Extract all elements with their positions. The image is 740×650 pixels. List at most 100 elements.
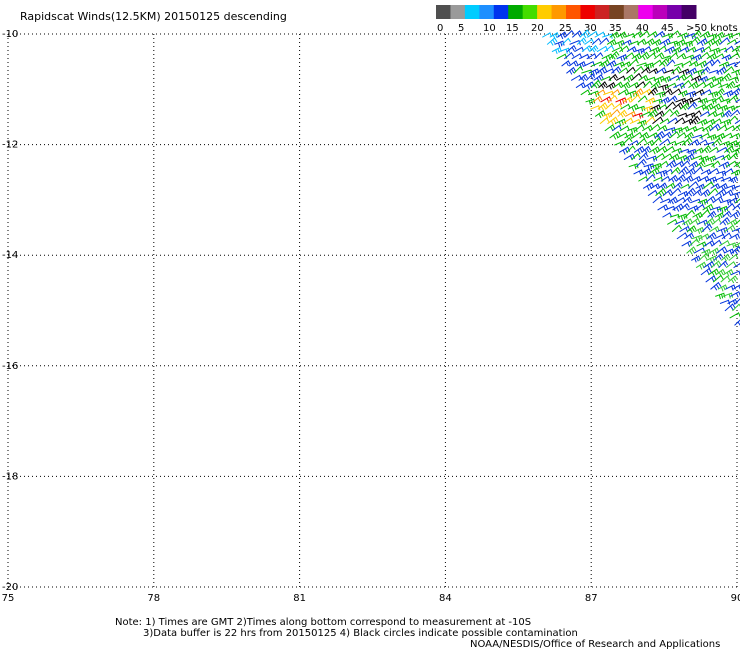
axis-labels: 75 78 81 84 87 90 -10 -12 -14 -16 -18 -20	[2, 29, 740, 604]
wind-barb	[675, 174, 686, 183]
wind-barb	[728, 253, 739, 261]
wind-barb	[729, 210, 740, 219]
wind-barb	[697, 118, 708, 127]
wind-barb	[618, 146, 631, 155]
wind-barb	[647, 189, 658, 197]
wind-barb	[734, 319, 740, 326]
wind-barb	[613, 61, 625, 68]
wind-barb	[718, 240, 731, 247]
wind-barb	[595, 89, 606, 96]
wind-barb	[638, 152, 649, 161]
wind-barb	[605, 82, 616, 90]
wind-barb	[546, 37, 558, 46]
wind-barb	[575, 82, 586, 89]
wind-barb	[651, 38, 662, 47]
wind-barb	[700, 189, 711, 197]
legend-swatch	[436, 5, 451, 19]
wind-barb	[686, 246, 697, 255]
wind-barb	[674, 39, 686, 48]
wind-barb	[706, 155, 717, 163]
wind-barb	[695, 160, 706, 168]
wind-barb	[723, 168, 734, 175]
wind-barb	[578, 73, 588, 82]
wind-barb	[727, 115, 739, 125]
wind-barb	[643, 80, 653, 89]
wind-barb	[670, 166, 681, 175]
wind-barb	[597, 102, 608, 111]
wind-barb	[694, 204, 706, 211]
legend-label: 10	[483, 23, 496, 34]
wind-barb	[665, 101, 676, 110]
wind-barb	[730, 191, 740, 199]
wind-barb	[568, 60, 579, 67]
note-line-1: Note: 1) Times are GMT 2)Times along bot…	[115, 617, 531, 628]
wind-barb	[714, 212, 725, 220]
wind-barb	[696, 60, 708, 69]
wind-barb	[667, 95, 678, 103]
wind-barb	[598, 59, 611, 68]
wind-barb	[657, 182, 668, 190]
wind-barb	[698, 252, 710, 261]
wind-barb	[659, 118, 670, 125]
legend-label: 5	[458, 23, 464, 34]
wind-barb	[734, 40, 740, 45]
wind-barb	[640, 168, 652, 176]
wind-barb	[725, 105, 736, 112]
wind-barb	[631, 131, 643, 139]
wind-barb	[686, 46, 697, 53]
map-grid	[7, 33, 738, 588]
wind-barb	[648, 146, 661, 155]
wind-barb	[684, 131, 694, 140]
wind-barb	[615, 75, 626, 81]
wind-barb	[724, 303, 736, 312]
wind-barb	[719, 299, 731, 305]
wind-barb	[689, 36, 701, 45]
wind-barb	[593, 52, 604, 60]
wind-barb	[649, 46, 661, 55]
wind-barb	[626, 46, 637, 53]
wind-barb	[664, 46, 676, 55]
wind-barb	[671, 224, 682, 233]
wind-barb	[654, 31, 665, 38]
wind-barb	[656, 67, 667, 74]
wind-barb	[596, 66, 608, 75]
wind-barb	[683, 153, 695, 162]
wind-barb	[620, 81, 631, 90]
wind-barb	[723, 248, 735, 255]
wind-barb	[725, 80, 736, 89]
y-tick-label: -16	[2, 361, 18, 372]
wind-barb	[718, 260, 729, 269]
wind-barb	[731, 45, 740, 54]
wind-barb	[725, 261, 737, 269]
wind-barb	[669, 109, 680, 117]
legend-label: 40	[636, 23, 649, 34]
wind-barb	[652, 195, 663, 204]
wind-barb	[715, 292, 726, 300]
wind-barb	[686, 225, 697, 233]
wind-barb	[654, 110, 665, 117]
wind-barb	[566, 66, 577, 75]
wind-barb	[714, 53, 725, 60]
wind-barb	[704, 38, 716, 47]
wind-barb	[600, 76, 612, 82]
wind-barb	[703, 81, 715, 89]
wind-barb	[635, 158, 647, 168]
y-tick-label: -18	[2, 471, 18, 482]
wind-barb	[719, 217, 730, 226]
legend-swatch	[623, 5, 639, 19]
wind-barb	[659, 38, 671, 47]
legend-swatch	[609, 5, 625, 19]
wind-barb	[658, 58, 670, 67]
wind-barb	[686, 67, 698, 76]
y-tick-label: -20	[2, 582, 18, 593]
wind-barb	[668, 153, 680, 162]
wind-barb	[711, 239, 722, 247]
wind-barb	[679, 202, 690, 211]
wind-barb	[723, 90, 734, 98]
wind-barb	[660, 75, 672, 83]
wind-barb	[650, 183, 661, 190]
legend-swatch	[580, 5, 596, 19]
wind-barb	[638, 74, 649, 81]
wind-barb	[698, 51, 710, 60]
